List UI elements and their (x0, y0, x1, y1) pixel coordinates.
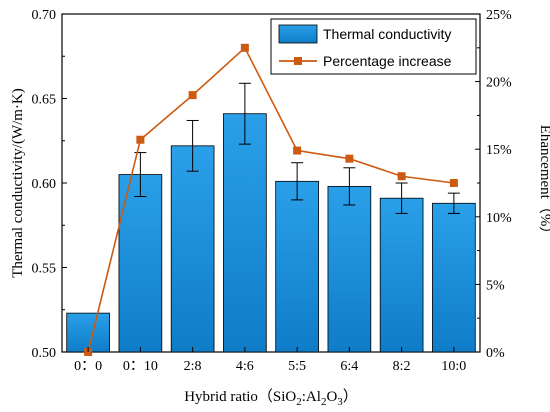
percentage-point-6 (397, 172, 406, 181)
legend: Thermal conductivity Percentage increase (270, 18, 477, 75)
x-tick-label-1: 0：10 (123, 359, 158, 374)
y-tick-label-1: 0.55 (32, 262, 57, 277)
y-tick-label-3: 0.65 (32, 93, 57, 108)
percentage-point-1 (136, 135, 145, 144)
y-axis-label: Thermal conductivity/(W/m·K) (10, 88, 26, 278)
legend-line-label: Percentage increase (323, 53, 452, 69)
y2-tick-label-2: 10% (486, 211, 512, 226)
x-axis-label: Hybrid ratio（SiO2:Al2O3） (184, 388, 358, 408)
legend-line-marker (294, 57, 302, 65)
x-tick-label-4: 5:5 (288, 359, 306, 374)
x-tick-label-3: 4:6 (236, 359, 254, 374)
percentage-point-2 (188, 91, 197, 100)
y2-tick-label-4: 20% (486, 76, 512, 91)
bar-5 (327, 185, 372, 353)
y-tick-label-0: 0.50 (32, 346, 57, 361)
percentage-point-3 (240, 43, 249, 52)
x-tick-label-7: 10:0 (441, 359, 466, 374)
percentage-point-5 (345, 154, 354, 163)
y2-tick-label-5: 25% (486, 8, 512, 23)
bar-4 (275, 180, 319, 353)
x-tick-label-5: 6:4 (340, 359, 358, 374)
y2-tick-label-0: 0% (486, 346, 505, 361)
legend-bar-swatch (278, 24, 318, 44)
y2-tick-label-3: 15% (486, 143, 512, 158)
percentage-point-7 (449, 179, 458, 187)
x-tick-label-6: 8:2 (393, 359, 411, 374)
bar-7 (432, 202, 476, 353)
x-tick-label-2: 2:8 (184, 359, 202, 374)
bar-2 (170, 145, 215, 353)
x-tick-label-0: 0：0 (74, 359, 102, 374)
legend-bar-label: Thermal conductivity (323, 26, 451, 42)
percentage-line (87, 46, 454, 353)
y2-tick-label-1: 5% (486, 278, 505, 293)
bar-0 (66, 312, 110, 353)
bar-3 (223, 113, 267, 353)
bar-6 (379, 197, 424, 353)
y-tick-label-4: 0.70 (32, 8, 57, 23)
y2-axis-label: Ehancement（%） (537, 125, 550, 242)
percentage-point-4 (293, 146, 302, 155)
y-tick-label-2: 0.60 (32, 177, 57, 192)
